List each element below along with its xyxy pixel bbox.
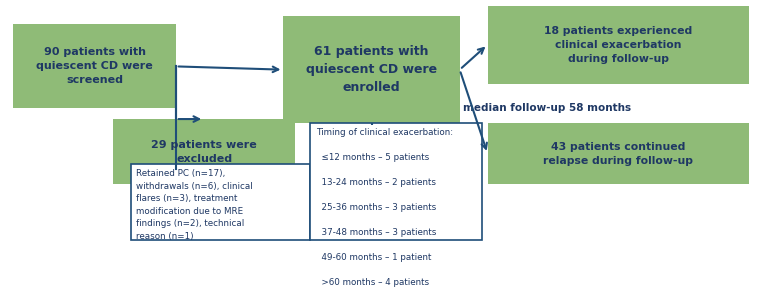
Text: 61 patients with
quiescent CD were
enrolled: 61 patients with quiescent CD were enrol… (306, 45, 437, 94)
Text: Timing of clinical exacerbation:

  ≤12 months – 5 patients

  13-24 months – 2 : Timing of clinical exacerbation: ≤12 mon… (316, 128, 454, 287)
FancyBboxPatch shape (131, 164, 310, 240)
FancyBboxPatch shape (14, 25, 176, 108)
Text: 29 patients were
excluded: 29 patients were excluded (151, 139, 257, 164)
Text: 43 patients continued
relapse during follow-up: 43 patients continued relapse during fol… (543, 141, 693, 166)
Text: 90 patients with
quiescent CD were
screened: 90 patients with quiescent CD were scree… (36, 47, 153, 85)
FancyBboxPatch shape (310, 123, 482, 240)
Text: median follow-up 58 months: median follow-up 58 months (463, 103, 631, 113)
FancyBboxPatch shape (488, 6, 749, 84)
Text: 18 patients experienced
clinical exacerbation
during follow-up: 18 patients experienced clinical exacerb… (544, 25, 692, 64)
Text: Retained PC (n=17),
withdrawals (n=6), clinical
flares (n=3), treatment
modifica: Retained PC (n=17), withdrawals (n=6), c… (136, 169, 252, 241)
FancyBboxPatch shape (283, 16, 460, 123)
FancyBboxPatch shape (113, 119, 296, 184)
FancyBboxPatch shape (488, 123, 749, 184)
